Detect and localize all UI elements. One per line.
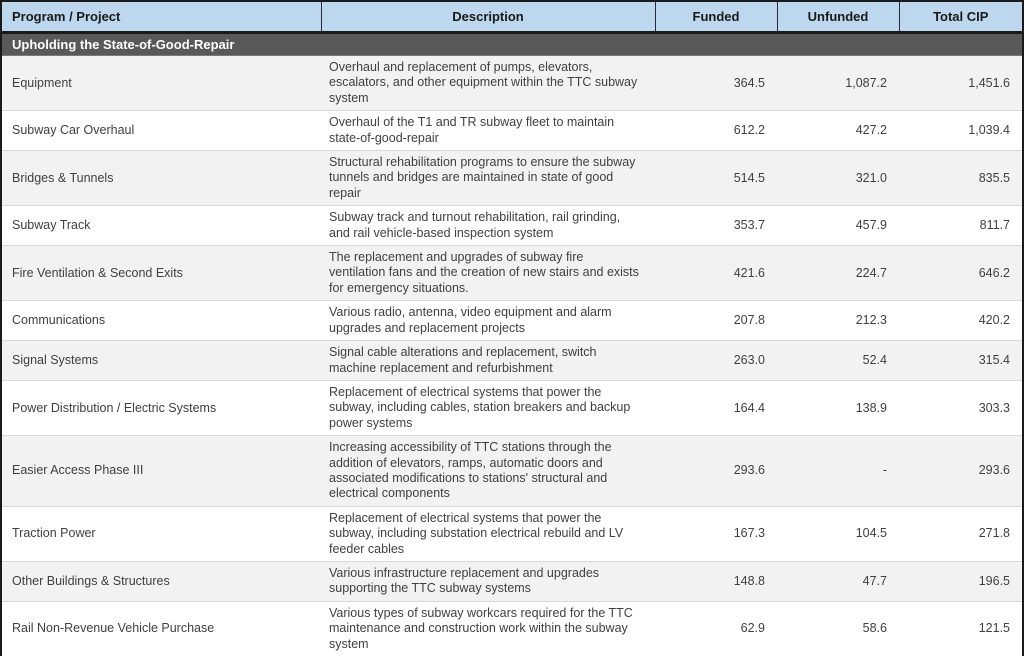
table-row: Rail Non-Revenue Vehicle Purchase Variou…	[1, 601, 1023, 656]
unfunded-cell: 212.3	[777, 300, 899, 342]
description-cell: Various radio, antenna, video equipment …	[321, 300, 655, 342]
table-row: Fire Ventilation & Second Exits The repl…	[1, 245, 1023, 302]
description-cell: Replacement of electrical systems that p…	[321, 380, 655, 437]
funded-cell: 263.0	[655, 340, 777, 381]
section-title: Upholding the State-of-Good-Repair	[1, 32, 1023, 56]
total-cip-cell: 121.5	[978, 621, 1010, 636]
funded-cell: 353.7	[655, 205, 777, 247]
total-cip-cell: 271.8	[899, 506, 1023, 562]
table-row: Equipment Overhaul and replacement of pu…	[1, 55, 1023, 112]
unfunded-cell: 1,087.2	[777, 55, 899, 112]
total-cip-cell: 1,039.4	[899, 110, 1023, 152]
total-cip-cell: 303.3	[899, 380, 1023, 437]
table-body: Equipment Overhaul and replacement of pu…	[1, 55, 1023, 656]
unfunded-cell: 138.9	[777, 380, 899, 437]
column-header-description: Description	[320, 1, 655, 34]
program-cell: Easier Access Phase III	[1, 435, 321, 507]
unfunded-cell: 427.2	[777, 110, 899, 152]
total-cip-cell: 315.4	[899, 340, 1023, 381]
unfunded-cell: 224.7	[777, 245, 899, 302]
program-cell: Other Buildings & Structures	[1, 561, 321, 602]
unfunded-cell: 52.4	[777, 340, 899, 381]
column-header-funded: Funded	[654, 1, 777, 34]
description-cell: Replacement of electrical systems that p…	[321, 506, 655, 562]
unfunded-cell: 104.5	[777, 506, 899, 562]
program-cell: Fire Ventilation & Second Exits	[1, 245, 321, 302]
funded-cell: 167.3	[655, 506, 777, 562]
description-cell: Various infrastructure replacement and u…	[321, 561, 655, 602]
description-cell: Increasing accessibility of TTC stations…	[321, 435, 655, 507]
description-cell: Overhaul of the T1 and TR subway fleet t…	[321, 110, 655, 152]
table-row: Subway Track Subway track and turnout re…	[1, 205, 1023, 247]
funded-cell: 62.9	[740, 621, 765, 636]
column-header-program-project: Program / Project	[1, 1, 321, 34]
total-cip-cell: 1,451.6	[899, 55, 1023, 112]
funded-cell: 364.5	[655, 55, 777, 112]
program-cell: Communications	[1, 300, 321, 342]
table-row: Easier Access Phase III Increasing acces…	[1, 435, 1023, 507]
table-row: Signal Systems Signal cable alterations …	[1, 340, 1023, 381]
description-cell: Structural rehabilitation programs to en…	[321, 150, 655, 207]
total-cip-cell: 196.5	[899, 561, 1023, 602]
column-header-unfunded: Unfunded	[776, 1, 899, 34]
program-cell: Traction Power	[1, 506, 321, 562]
description-cell: Overhaul and replacement of pumps, eleva…	[321, 55, 655, 112]
description-cell: The replacement and upgrades of subway f…	[321, 245, 655, 302]
program-cell: Equipment	[1, 55, 321, 112]
table-row: Other Buildings & Structures Various inf…	[1, 561, 1023, 602]
unfunded-cell: 47.7	[777, 561, 899, 602]
description-cell: Signal cable alterations and replacement…	[321, 340, 655, 381]
program-cell: Subway Track	[1, 205, 321, 247]
unfunded-cell: 58.6	[862, 621, 887, 636]
column-header-row: Program / Project Description Funded Unf…	[1, 1, 1023, 34]
total-cip-cell: 420.2	[899, 300, 1023, 342]
program-cell: Bridges & Tunnels	[1, 150, 321, 207]
funded-cell: 207.8	[655, 300, 777, 342]
table-row: Communications Various radio, antenna, v…	[1, 300, 1023, 342]
program-cell: Subway Car Overhaul	[1, 110, 321, 152]
funded-cell: 514.5	[655, 150, 777, 207]
total-cip-cell: 293.6	[899, 435, 1023, 507]
section-header-row: Upholding the State-of-Good-Repair	[1, 32, 1023, 56]
total-cip-cell: 835.5	[899, 150, 1023, 207]
funded-cell: 148.8	[655, 561, 777, 602]
table-row: Bridges & Tunnels Structural rehabilitat…	[1, 150, 1023, 207]
program-cell: Rail Non-Revenue Vehicle Purchase	[12, 621, 215, 636]
program-cell: Signal Systems	[1, 340, 321, 381]
funded-cell: 421.6	[655, 245, 777, 302]
funded-cell: 164.4	[655, 380, 777, 437]
program-cell: Power Distribution / Electric Systems	[1, 380, 321, 437]
table-row: Traction Power Replacement of electrical…	[1, 506, 1023, 562]
total-cip-cell: 646.2	[899, 245, 1023, 302]
column-header-total-cip: Total CIP	[898, 1, 1023, 34]
description-cell: Various types of subway workcars require…	[329, 605, 633, 651]
unfunded-cell: 321.0	[777, 150, 899, 207]
funded-cell: 293.6	[655, 435, 777, 507]
description-cell: Subway track and turnout rehabilitation,…	[321, 205, 655, 247]
table-row: Power Distribution / Electric Systems Re…	[1, 380, 1023, 437]
total-cip-cell: 811.7	[899, 205, 1023, 247]
unfunded-cell: 457.9	[777, 205, 899, 247]
table-row: Subway Car Overhaul Overhaul of the T1 a…	[1, 110, 1023, 152]
unfunded-cell: -	[777, 435, 899, 507]
funded-cell: 612.2	[655, 110, 777, 152]
